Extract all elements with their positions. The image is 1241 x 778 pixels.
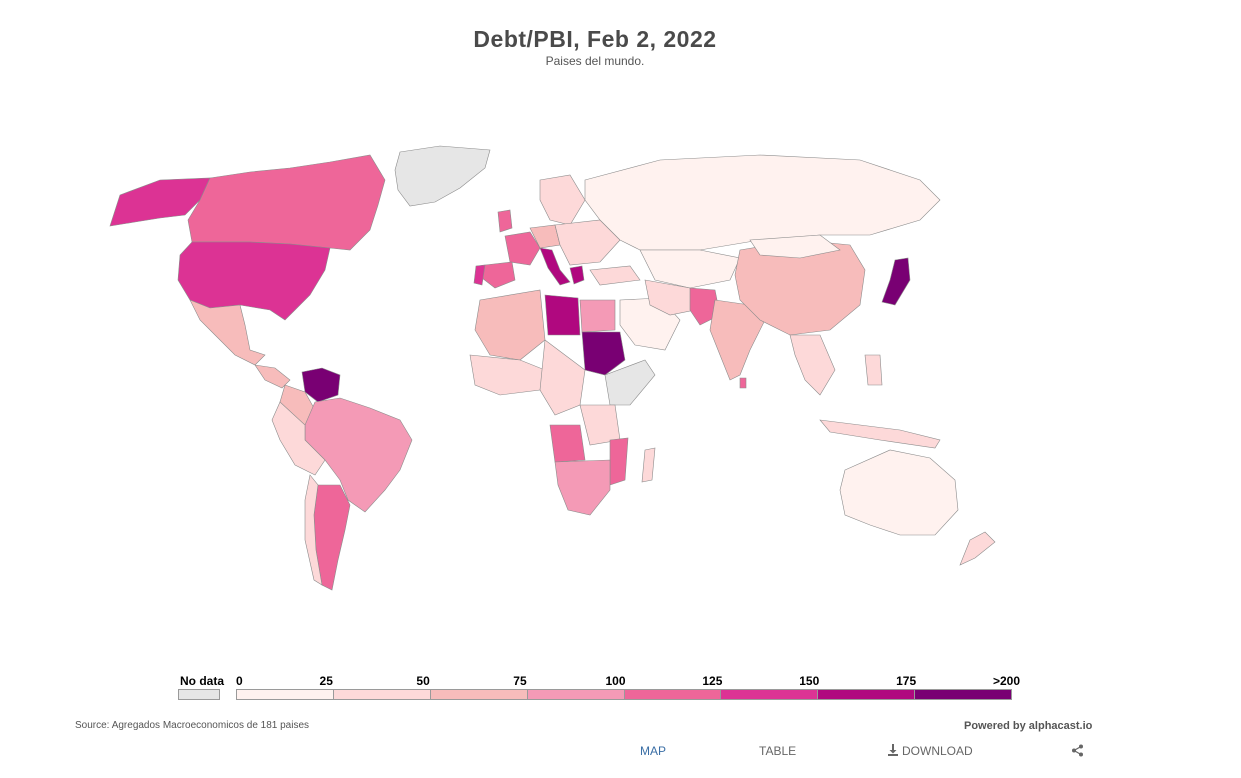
country-greenland[interactable]: [394, 145, 491, 207]
tab-table[interactable]: TABLE: [759, 744, 797, 758]
country-sudan[interactable]: [581, 331, 626, 376]
country-china[interactable]: [734, 239, 866, 336]
download-icon: [887, 744, 899, 756]
chart-title: Debt/PBI, Feb 2, 2022: [473, 26, 717, 52]
country-russia[interactable]: [584, 154, 941, 251]
legend-tick-label: 0: [236, 674, 243, 688]
powered-by[interactable]: Powered by alphacast.io: [964, 720, 1093, 732]
country-central-africa[interactable]: [539, 339, 586, 416]
country-east-africa[interactable]: [579, 404, 621, 446]
legend-tick-label: 150: [799, 674, 820, 688]
country-southern-africa[interactable]: [554, 459, 611, 516]
country-west-africa[interactable]: [469, 354, 546, 396]
download-button[interactable]: DOWNLOAD: [887, 744, 973, 758]
country-southeast-asia[interactable]: [789, 334, 836, 396]
country-portugal[interactable]: [473, 264, 486, 286]
country-uk[interactable]: [497, 209, 513, 233]
country-italy[interactable]: [539, 247, 571, 286]
legend-bin: [332, 689, 431, 700]
legend-tick-label: 25: [319, 674, 333, 688]
country-new-zealand[interactable]: [959, 531, 996, 566]
legend-tick-label: 175: [896, 674, 917, 688]
country-turkey[interactable]: [589, 265, 641, 286]
source-note: Source: Agregados Macroeconomicos de 181…: [75, 720, 310, 731]
legend-bin: [236, 689, 334, 700]
legend-bin: [429, 689, 528, 700]
country-spain[interactable]: [481, 261, 516, 289]
legend-tick-label: 100: [605, 674, 626, 688]
country-kazakhstan[interactable]: [639, 249, 741, 289]
country-alaska[interactable]: [109, 177, 211, 227]
legend-bin: [623, 689, 722, 700]
tab-map[interactable]: MAP: [640, 744, 667, 758]
country-usa[interactable]: [177, 241, 331, 321]
legend-tick-label: 125: [702, 674, 723, 688]
country-angola[interactable]: [549, 424, 586, 463]
country-indonesia[interactable]: [819, 419, 941, 449]
country-mongolia[interactable]: [749, 234, 841, 259]
share-icon[interactable]: [1071, 744, 1084, 757]
country-ethiopia-somalia[interactable]: [604, 359, 656, 406]
country-japan[interactable]: [881, 257, 911, 306]
legend-no-data-label: No data: [180, 674, 225, 688]
country-chile[interactable]: [304, 474, 323, 586]
country-egypt[interactable]: [579, 299, 616, 333]
country-australia[interactable]: [839, 449, 959, 536]
legend: No data 0 25 50 75 100 125 150 175 >200: [178, 672, 1038, 702]
chart-subtitle: Paises del mundo.: [545, 54, 645, 68]
country-canada[interactable]: [187, 154, 386, 251]
country-north-africa[interactable]: [474, 289, 546, 361]
country-france[interactable]: [504, 231, 541, 266]
world-map[interactable]: [100, 140, 1060, 600]
country-iran[interactable]: [644, 279, 696, 316]
legend-bin: [526, 689, 625, 700]
legend-bin: [914, 689, 1012, 700]
legend-bin: [720, 689, 819, 700]
legend-no-data-swatch: [178, 689, 220, 700]
country-greece[interactable]: [569, 265, 585, 285]
country-philippines[interactable]: [864, 354, 883, 386]
legend-tick-label: 75: [513, 674, 527, 688]
country-mexico[interactable]: [189, 299, 266, 366]
country-scandinavia[interactable]: [539, 174, 586, 226]
country-sri-lanka[interactable]: [739, 377, 747, 389]
download-label: DOWNLOAD: [902, 744, 973, 758]
legend-bin: [817, 689, 916, 700]
country-libya[interactable]: [544, 294, 581, 336]
legend-tick-label: >200: [993, 674, 1021, 688]
country-madagascar[interactable]: [641, 447, 656, 483]
legend-color-scale: [236, 689, 1012, 700]
country-mozambique[interactable]: [609, 437, 629, 486]
country-peru[interactable]: [271, 401, 326, 476]
country-central-america[interactable]: [254, 364, 291, 389]
legend-tick-label: 50: [416, 674, 430, 688]
